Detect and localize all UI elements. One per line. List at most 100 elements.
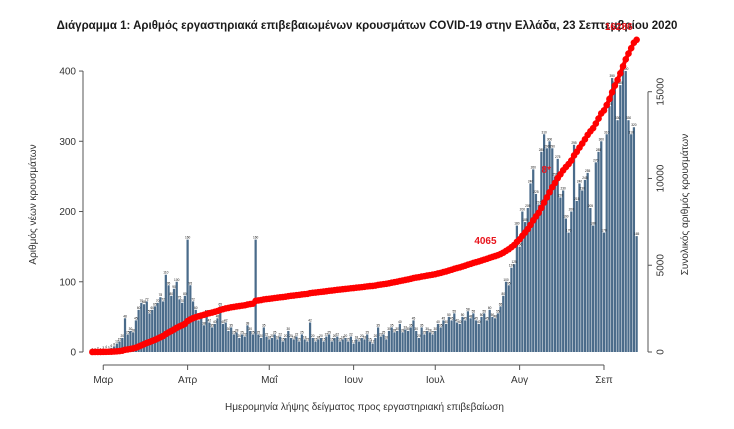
bar-value-label: 22 <box>379 333 383 337</box>
bar-value-label: 40 <box>458 320 462 324</box>
y2-axis-title: Συνολικός αριθμός κρουσμάτων <box>679 134 691 276</box>
bar <box>287 330 290 352</box>
cumulative-point <box>622 56 630 63</box>
bar-value-label: 35 <box>262 323 266 327</box>
bar-value-label: 18 <box>341 335 345 339</box>
bar <box>314 341 317 352</box>
bar <box>300 334 304 352</box>
bar-value-label: 32 <box>404 326 408 330</box>
bar-value-label: 58 <box>466 307 470 311</box>
bar-value-label: 78 <box>159 293 163 297</box>
bar <box>213 323 216 352</box>
bar <box>630 134 633 352</box>
bar <box>532 169 535 352</box>
annotation-label: 8* <box>542 165 552 176</box>
bar-value-label: 30 <box>287 327 291 331</box>
bar-value-label: 20 <box>344 334 348 338</box>
chart-title: Διάγραμμα 1: Αριθμός εργαστηριακά επιβεβ… <box>56 20 678 32</box>
bar-value-label: 35 <box>390 323 394 327</box>
bar-value-label: 205 <box>525 204 531 208</box>
bar-value-label: 12 <box>371 340 375 344</box>
bar <box>485 320 489 352</box>
bar-value-label: 110 <box>163 271 168 275</box>
bar-value-label: 230 <box>580 186 586 190</box>
bar-value-label: 25 <box>240 330 244 334</box>
bar <box>281 341 284 352</box>
bar-value-label: 250 <box>552 172 558 176</box>
bar-value-label: 12 <box>115 340 119 344</box>
bar <box>175 281 178 352</box>
bar <box>453 313 456 352</box>
bar-value-label: 300 <box>599 137 605 141</box>
bar <box>450 320 453 352</box>
bar-value-label: 20 <box>374 334 378 338</box>
bar-value-label: 18 <box>316 335 320 339</box>
bar-value-label: 72 <box>145 297 149 301</box>
x-axis-tick-label: Αυγ <box>511 375 528 386</box>
bar <box>567 232 570 352</box>
bar <box>526 208 529 352</box>
bar <box>589 208 592 352</box>
bar <box>134 320 138 352</box>
bar <box>194 309 197 352</box>
bar <box>330 341 333 352</box>
bar-value-label: 95 <box>507 281 511 285</box>
bar <box>254 239 257 352</box>
bars-group <box>91 67 638 353</box>
bar-value-label: 75 <box>178 295 182 299</box>
bar-value-label: 42 <box>308 319 312 323</box>
bar <box>121 337 124 352</box>
bar <box>591 225 595 352</box>
bar <box>518 246 521 352</box>
bar-value-label: 230 <box>560 186 566 190</box>
bar <box>425 330 429 352</box>
bar-value-label: 120 <box>509 264 515 268</box>
bar-value-label: 20 <box>360 334 364 338</box>
cumulative-point <box>633 36 640 44</box>
bar <box>216 318 219 352</box>
bar <box>523 222 527 352</box>
bar-value-label: 2 <box>97 347 99 351</box>
bar-value-label: 20 <box>259 334 263 338</box>
bar <box>619 85 622 352</box>
y2-axis-tick-label: 0 <box>656 349 667 355</box>
cumulative-point <box>625 50 632 57</box>
bar <box>251 334 255 352</box>
bar-value-label: 45 <box>450 316 454 320</box>
bar <box>474 320 478 352</box>
bar-value-label: 30 <box>248 327 252 331</box>
bar <box>238 337 241 352</box>
bar-value-label: 12 <box>352 340 356 344</box>
bar-value-label: 30 <box>395 327 399 331</box>
bar <box>409 327 412 352</box>
bar <box>210 327 214 352</box>
bar <box>132 332 135 352</box>
bar-value-label: 22 <box>349 333 353 337</box>
bar <box>319 337 323 352</box>
bar-value-label: 320 <box>631 123 637 127</box>
bar <box>466 311 470 352</box>
cumulative-point <box>606 95 613 103</box>
bar-value-label: 40 <box>221 320 225 324</box>
bar-value-label: 15 <box>297 337 301 341</box>
bar <box>306 341 309 352</box>
y-axis-tick-label: 400 <box>59 67 76 78</box>
bar <box>583 179 587 352</box>
bar-value-label: 20 <box>121 334 125 338</box>
bar <box>423 334 426 352</box>
bar <box>202 325 206 352</box>
bar <box>439 327 442 352</box>
bar <box>325 336 328 352</box>
bar <box>197 320 200 352</box>
bar-value-label: 18 <box>292 335 296 339</box>
bar-value-label: 35 <box>376 323 380 327</box>
bar-value-label: 310 <box>629 130 635 134</box>
cumulative-point <box>546 188 553 196</box>
bar <box>611 78 614 352</box>
bar-value-label: 45 <box>474 316 478 320</box>
bar-value-label: 48 <box>216 314 220 318</box>
bar-value-label: 35 <box>409 323 413 327</box>
bar <box>118 341 121 352</box>
bar-value-label: 55 <box>496 309 500 313</box>
bar-value-label: 6 <box>111 344 113 348</box>
